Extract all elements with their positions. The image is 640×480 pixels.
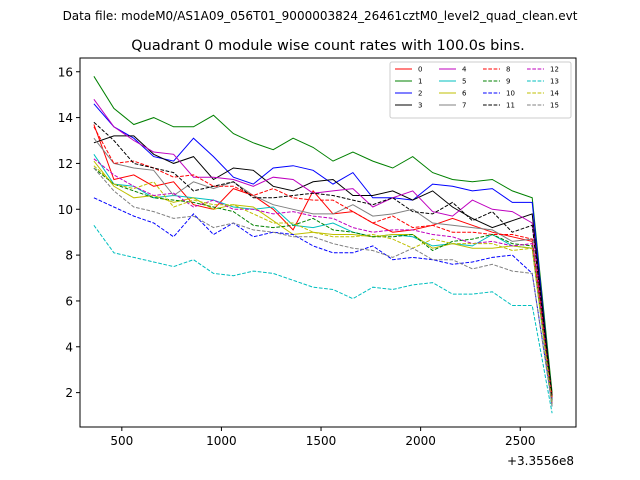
series-line-11: [93, 121, 553, 398]
chart-title: Quadrant 0 module wise count rates with …: [131, 38, 525, 54]
x-tick-label: 1000: [206, 434, 237, 448]
series-line-3: [93, 135, 553, 398]
legend-frame: [389, 61, 572, 119]
legend-label-2: 2: [418, 90, 422, 98]
legend-label-5: 5: [462, 78, 466, 86]
legend-label-10: 10: [506, 90, 515, 98]
figure-suptitle: Data file: modeM0/AS1A09_056T01_90000038…: [63, 9, 578, 23]
series-line-4: [93, 99, 553, 405]
legend-label-8: 8: [506, 66, 510, 74]
legend-label-4: 4: [462, 66, 467, 74]
legend-label-12: 12: [550, 66, 559, 74]
legend-label-0: 0: [418, 66, 422, 74]
series-line-0: [93, 124, 553, 395]
legend-label-13: 13: [550, 78, 559, 86]
series-line-7: [93, 137, 553, 402]
y-tick-label: 14: [58, 111, 73, 125]
y-tick-label: 16: [58, 65, 73, 79]
series-line-10: [93, 197, 553, 405]
legend-label-1: 1: [418, 78, 422, 86]
x-offset-label: +3.3556e8: [507, 454, 574, 468]
x-tick-label: 2000: [405, 434, 436, 448]
x-tick-label: 2500: [505, 434, 536, 448]
series-layer: [93, 76, 553, 414]
legend-label-6: 6: [462, 90, 467, 98]
series-line-13: [93, 225, 553, 414]
y-tick-label: 12: [58, 157, 73, 171]
series-line-6: [93, 160, 553, 405]
legend-label-7: 7: [462, 102, 466, 110]
legend-label-15: 15: [550, 102, 559, 110]
y-tick-label: 4: [65, 340, 73, 354]
series-line-1: [93, 76, 553, 393]
x-tick-label: 1500: [306, 434, 337, 448]
series-line-2: [93, 103, 553, 400]
legend-label-11: 11: [506, 102, 515, 110]
y-tick-label: 10: [58, 203, 73, 217]
series-line-9: [93, 167, 553, 402]
legend-label-3: 3: [418, 102, 422, 110]
series-line-15: [93, 167, 553, 407]
y-tick-label: 6: [65, 294, 73, 308]
legend-label-9: 9: [506, 78, 510, 86]
y-tick-label: 2: [65, 386, 73, 400]
y-tick-label: 8: [65, 249, 73, 263]
legend-label-14: 14: [550, 90, 559, 98]
series-line-12: [93, 158, 553, 405]
x-tick-label: 500: [110, 434, 133, 448]
series-line-14: [93, 165, 553, 405]
series-line-8: [93, 126, 553, 398]
y-axis: 2 4 6 8 10 12 14 16: [58, 65, 80, 400]
plot-frame: [79, 57, 577, 428]
x-axis: 500 1000 1500 2000 2500: [110, 427, 535, 448]
